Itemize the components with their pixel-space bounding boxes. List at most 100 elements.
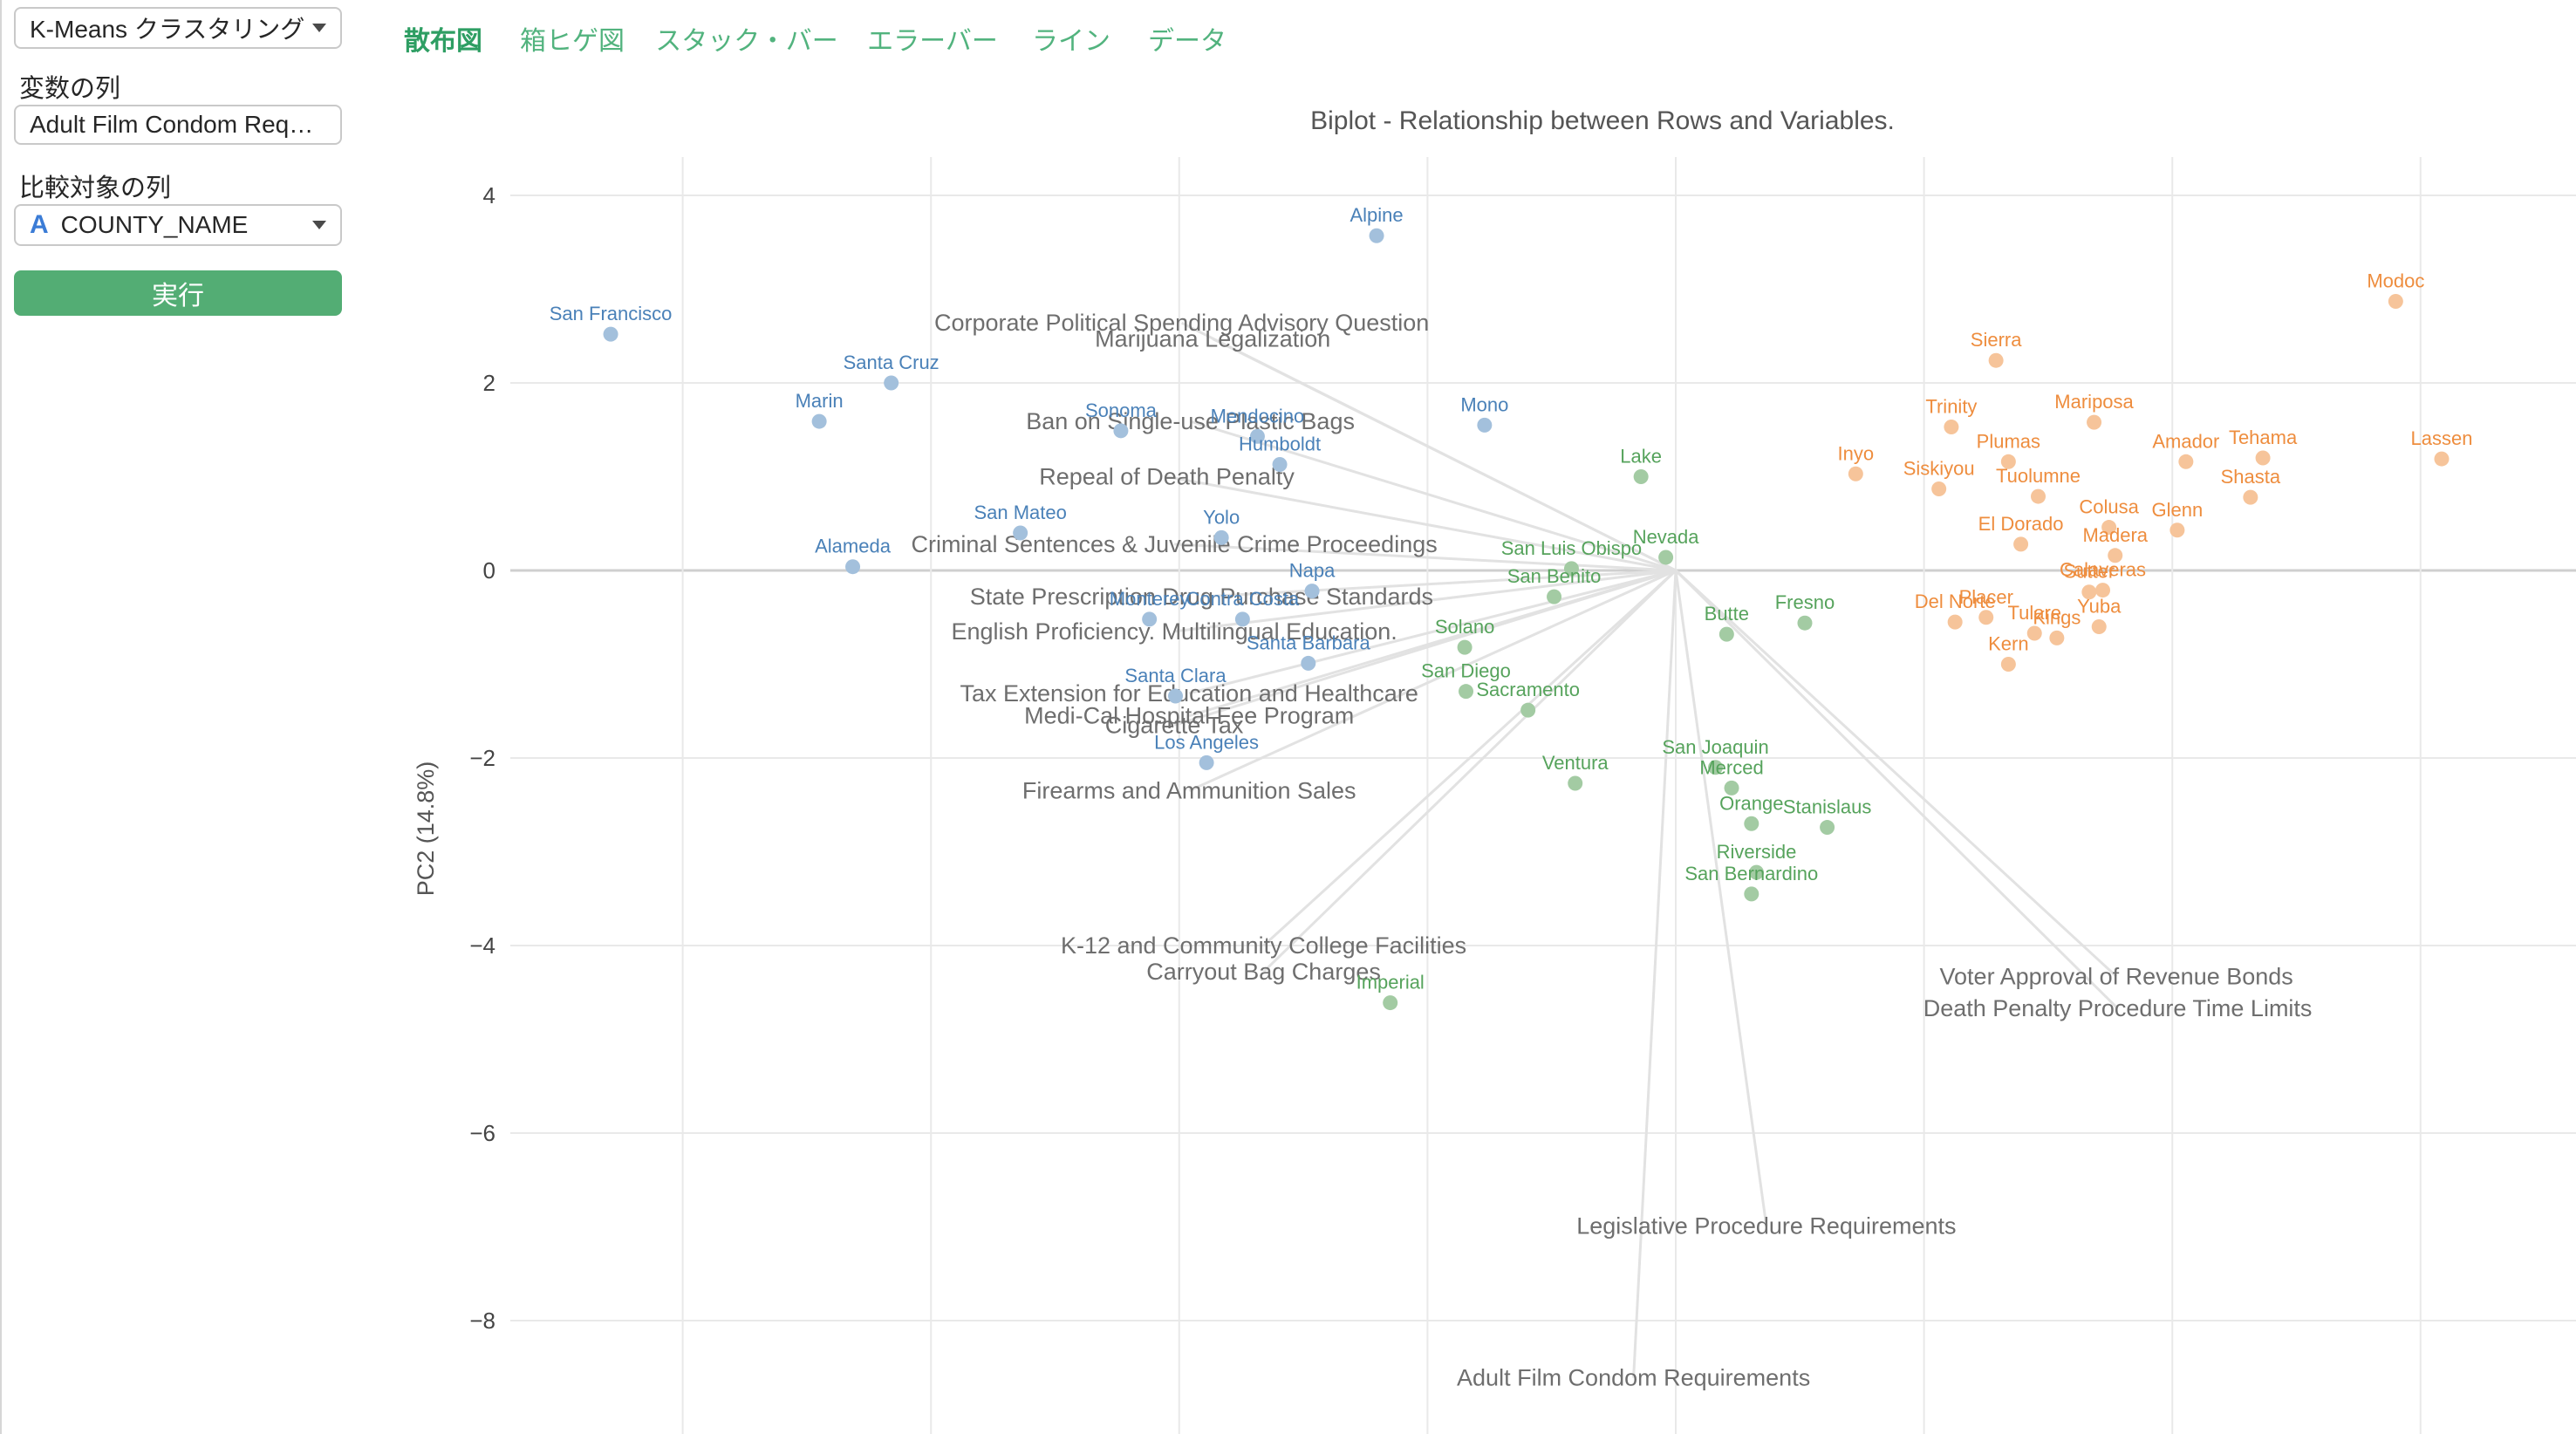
data-point[interactable] xyxy=(884,375,899,391)
data-point[interactable] xyxy=(2178,454,2194,469)
data-point[interactable] xyxy=(2000,454,2016,469)
county-label: Colusa xyxy=(2079,496,2139,518)
data-point[interactable] xyxy=(1744,816,1759,831)
tab-1[interactable]: 散布図 xyxy=(404,27,482,56)
data-point[interactable] xyxy=(2169,522,2185,538)
data-point[interactable] xyxy=(1013,525,1028,541)
loading-label: Marijuana Legalization xyxy=(1095,325,1330,352)
county-label: Orange xyxy=(1719,792,1783,814)
data-point[interactable] xyxy=(2091,619,2107,634)
data-point[interactable] xyxy=(1547,589,1562,604)
data-point[interactable] xyxy=(1249,428,1265,444)
data-point[interactable] xyxy=(1213,529,1229,545)
data-point[interactable] xyxy=(1633,469,1649,484)
data-point[interactable] xyxy=(1978,610,1994,625)
tab-2[interactable]: 箱ヒゲ図 xyxy=(520,27,625,56)
data-point[interactable] xyxy=(1944,420,1959,435)
data-point[interactable] xyxy=(1301,655,1316,671)
data-point[interactable] xyxy=(1272,457,1288,473)
county-label: Lassen xyxy=(2411,427,2473,449)
data-point[interactable] xyxy=(1199,755,1214,770)
chevron-down-icon xyxy=(312,24,326,32)
loading-label: Legislative Procedure Requirements xyxy=(1576,1212,1956,1239)
compare-column-select[interactable]: A COUNTY_NAME xyxy=(14,204,342,246)
data-point[interactable] xyxy=(1168,688,1184,704)
county-label: San Francisco xyxy=(550,303,673,324)
window-left-edge xyxy=(0,0,2,1434)
analysis-method-select[interactable]: K-Means クラスタリング xyxy=(14,7,342,49)
county-label: El Dorado xyxy=(1978,513,2064,535)
data-point[interactable] xyxy=(2108,548,2123,563)
loading-label: English Proficiency. Multilingual Educat… xyxy=(951,618,1397,645)
data-point[interactable] xyxy=(1520,702,1536,718)
tab-5[interactable]: ライン xyxy=(1032,27,1110,56)
data-point[interactable] xyxy=(1142,611,1158,627)
data-point[interactable] xyxy=(2031,488,2046,504)
loading-label: Ban on Single-use Plastic Bags xyxy=(1026,408,1355,434)
data-point[interactable] xyxy=(2434,451,2450,467)
county-label: Kern xyxy=(1988,633,2028,655)
data-point[interactable] xyxy=(1457,639,1472,655)
loading-ray xyxy=(1212,338,1677,572)
data-point[interactable] xyxy=(2026,625,2042,641)
loading-ray xyxy=(1188,569,1677,695)
data-point[interactable] xyxy=(1718,626,1734,642)
data-point[interactable] xyxy=(2101,520,2117,536)
data-point[interactable] xyxy=(2000,657,2016,672)
data-point[interactable] xyxy=(1947,614,1963,630)
data-point[interactable] xyxy=(1988,352,2004,368)
loading-ray xyxy=(1674,570,1768,1226)
data-point[interactable] xyxy=(1304,584,1320,599)
loading-ray xyxy=(1674,569,2119,1010)
data-point[interactable] xyxy=(1797,615,1813,631)
data-point[interactable] xyxy=(2255,450,2271,466)
county-label: Sacramento xyxy=(1476,679,1580,700)
data-point[interactable] xyxy=(2095,583,2111,598)
variable-column-input[interactable]: Adult Film Condom Requir… xyxy=(14,105,342,145)
county-label: Contra Costa xyxy=(1186,588,1300,610)
loading-ray xyxy=(1188,569,1677,792)
y-axis-tick-label: −4 xyxy=(469,932,495,959)
county-label: Merced xyxy=(1699,756,1763,778)
data-point[interactable] xyxy=(1459,684,1474,700)
data-point[interactable] xyxy=(2049,630,2065,645)
data-point[interactable] xyxy=(1234,611,1250,627)
loading-label: State Prescription Drug Purchase Standar… xyxy=(970,584,1433,610)
data-point[interactable] xyxy=(2081,584,2097,600)
compare-column-label: 比較対象の列 xyxy=(19,174,172,202)
county-label: Tulare xyxy=(2007,602,2061,624)
data-point[interactable] xyxy=(2087,414,2102,430)
data-point[interactable] xyxy=(1369,228,1384,243)
county-label: Santa Barbara xyxy=(1247,632,1371,653)
data-point[interactable] xyxy=(1477,417,1493,433)
data-point[interactable] xyxy=(1848,466,1863,481)
county-label: Sonoma xyxy=(1085,399,1158,421)
county-label: Glenn xyxy=(2152,499,2204,521)
data-point[interactable] xyxy=(845,559,861,575)
tab-3[interactable]: スタック・バー xyxy=(655,27,838,56)
data-point[interactable] xyxy=(1113,423,1129,439)
run-button[interactable]: 実行 xyxy=(14,270,342,316)
data-point[interactable] xyxy=(1568,775,1583,791)
county-label: Kings xyxy=(2033,606,2081,628)
data-point[interactable] xyxy=(1748,864,1764,880)
data-point[interactable] xyxy=(2243,489,2258,505)
data-point[interactable] xyxy=(1658,550,1674,565)
data-point[interactable] xyxy=(1383,995,1398,1011)
data-point[interactable] xyxy=(1708,760,1724,775)
data-point[interactable] xyxy=(2388,293,2403,309)
tab-6[interactable]: データ xyxy=(1148,27,1227,56)
data-point[interactable] xyxy=(811,413,827,429)
loading-ray xyxy=(1674,569,2118,978)
data-point[interactable] xyxy=(1724,780,1739,796)
county-label: Butte xyxy=(1705,603,1749,625)
tab-4[interactable]: エラーバー xyxy=(867,27,998,56)
data-point[interactable] xyxy=(2013,536,2029,552)
data-point[interactable] xyxy=(1563,561,1579,577)
county-label: Sierra xyxy=(1971,329,2022,351)
data-point[interactable] xyxy=(1744,886,1759,902)
county-label: Stanislaus xyxy=(1783,796,1872,818)
data-point[interactable] xyxy=(603,326,618,342)
data-point[interactable] xyxy=(1820,820,1835,836)
data-point[interactable] xyxy=(1931,481,1947,496)
